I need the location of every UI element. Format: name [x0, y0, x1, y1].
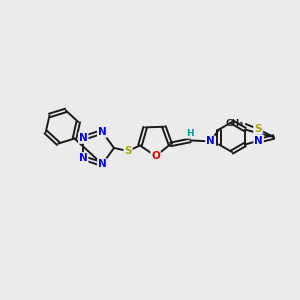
Text: S: S: [124, 146, 132, 156]
Text: N: N: [79, 133, 88, 143]
Text: S: S: [254, 124, 262, 134]
Text: O: O: [151, 151, 160, 161]
Text: S: S: [255, 128, 262, 138]
Text: N: N: [79, 153, 88, 163]
Text: N: N: [98, 159, 106, 169]
Text: CH₃: CH₃: [226, 119, 244, 128]
Text: H: H: [187, 129, 194, 138]
Text: N: N: [98, 127, 106, 137]
Text: N: N: [206, 136, 215, 146]
Text: N: N: [254, 136, 263, 146]
